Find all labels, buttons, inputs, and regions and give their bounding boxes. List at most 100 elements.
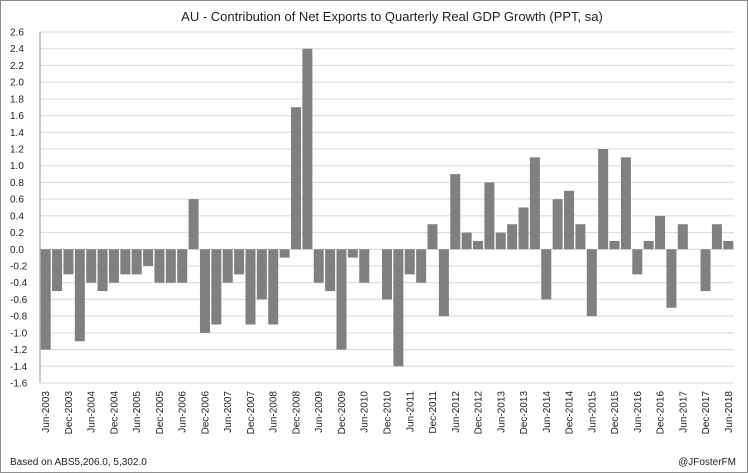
bar-Sep-2015 [598,149,609,250]
bar-Dec-2006 [199,249,210,333]
x-tick-label: Jun-2009 [314,391,325,433]
bar-Mar-2004 [74,249,85,342]
bar-Dec-2005 [154,249,165,283]
x-tick-label: Dec-2009 [337,391,348,435]
x-tick-label: Dec-2003 [64,391,75,435]
bar-Sep-2013 [507,224,518,250]
y-tick-label: -1.0 [10,328,28,339]
y-tick-label: 0.2 [10,228,24,239]
bar-Dec-2004 [108,249,119,283]
bar-Dec-2015 [609,240,620,250]
x-tick-label: Jun-2008 [269,391,280,433]
bar-Jun-2010 [359,249,370,283]
x-tick-label: Jun-2011 [405,391,416,432]
bar-Jun-2005 [131,249,142,275]
bar-Mar-2005 [120,249,131,275]
bar-Jun-2003 [40,249,51,350]
chart-title: AU - Contribution of Net Exports to Quar… [181,9,603,24]
bar-Mar-2008 [256,249,267,300]
bar-Sep-2012 [461,232,472,250]
x-tick-label: Jun-2012 [451,391,462,433]
bar-Jun-2015 [586,249,597,317]
bar-Dec-2014 [564,190,575,250]
x-tick-label: Dec-2015 [610,391,621,435]
bar-Jun-2006 [177,249,188,283]
bar-Sep-2007 [234,249,245,275]
bar-Sep-2004 [97,249,108,292]
x-axis-ticks: Jun-2003 Dec-2003 Jun-2004 Dec-2004 Jun-2005… [41,391,735,435]
bar-Dec-2016 [655,215,666,250]
bar-Mar-2014 [529,157,540,250]
x-tick-label: Dec-2014 [565,391,576,435]
x-tick-label: Jun-2018 [724,391,735,433]
x-tick-label: Dec-2012 [474,391,485,435]
bar-Dec-2011 [427,224,438,250]
y-tick-label: 2.0 [10,78,24,89]
y-tick-label: 0.4 [10,211,24,222]
y-axis-ticks: 2.6 2.4 2.2 2.0 1.8 1.6 1.4 1.2 1.0 0.8 0.6 0.4 0.2 0… [10,28,28,390]
y-tick-label: 2.6 [10,28,24,39]
y-tick-label: 1.2 [10,145,24,156]
x-tick-label: Dec-2005 [155,391,166,435]
x-tick-label: Jun-2017 [678,391,689,433]
source-note: Based on ABS5,206.0, 5,302.0 [10,457,147,468]
x-tick-label: Dec-2010 [383,391,394,435]
y-tick-label: 0.0 [10,245,24,256]
y-tick-label: 1.0 [10,161,24,172]
bar-Sep-2005 [143,249,154,266]
bar-Jun-2013 [495,232,506,250]
y-tick-label: 1.8 [10,94,24,105]
bar-Sep-2006 [188,199,199,250]
x-tick-label: Dec-2006 [200,391,211,435]
bar-Mar-2018 [711,224,722,250]
y-tick-label: -0.8 [10,312,28,323]
bar-Mar-2009 [302,48,313,250]
bar-Mar-2006 [165,249,176,283]
bar-Dec-2017 [700,249,711,292]
x-tick-label: Jun-2014 [542,391,553,433]
x-tick-label: Jun-2006 [178,391,189,433]
y-tick-label: -0.4 [10,278,28,289]
bar-Mar-2011 [393,249,404,367]
y-tick-label: 1.6 [10,111,24,122]
x-tick-label: Dec-2007 [246,391,257,435]
bar-Sep-2009 [325,249,336,292]
bar-Sep-2011 [416,249,427,283]
x-tick-label: Jun-2005 [132,391,143,433]
bar-Dec-2007 [245,249,256,325]
bar-Mar-2017 [666,249,677,308]
y-tick-label: -0.2 [10,262,28,273]
bar-Dec-2010 [381,249,393,300]
bar-Mar-2013 [484,182,495,250]
bar-Mar-2015 [575,224,586,250]
bar-Mar-2016 [620,157,631,250]
bar-Jun-2017 [677,224,688,250]
y-tick-label: -1.6 [10,379,28,390]
x-tick-label: Jun-2016 [633,391,644,433]
bar-Mar-2007 [211,249,222,325]
x-tick-label: Jun-2013 [496,391,507,433]
bar-Jun-2018 [723,240,734,250]
credit-note: @JFosterFM [678,457,736,468]
x-tick-label: Dec-2011 [428,391,439,434]
bars [40,48,734,367]
bar-Dec-2013 [518,207,529,250]
y-tick-label: -1.4 [10,362,28,373]
bar-Dec-2009 [336,249,347,350]
bar-Sep-2003 [52,249,63,292]
x-tick-label: Jun-2004 [87,391,98,433]
bar-Dec-2003 [63,249,74,275]
bar-Jun-2016 [632,249,643,275]
bar-Jun-2012 [450,174,461,250]
bar-Mar-2010 [347,249,358,258]
y-tick-label: 1.4 [10,128,24,139]
x-tick-label: Jun-2003 [41,391,52,433]
x-tick-label: Dec-2013 [519,391,530,435]
x-tick-label: Dec-2017 [701,391,712,435]
bar-Jun-2014 [541,249,552,300]
y-tick-label: 2.2 [10,61,24,72]
bar-Jun-2009 [313,249,324,283]
bar-Sep-2016 [643,240,654,250]
bar-Jun-2008 [268,249,279,325]
